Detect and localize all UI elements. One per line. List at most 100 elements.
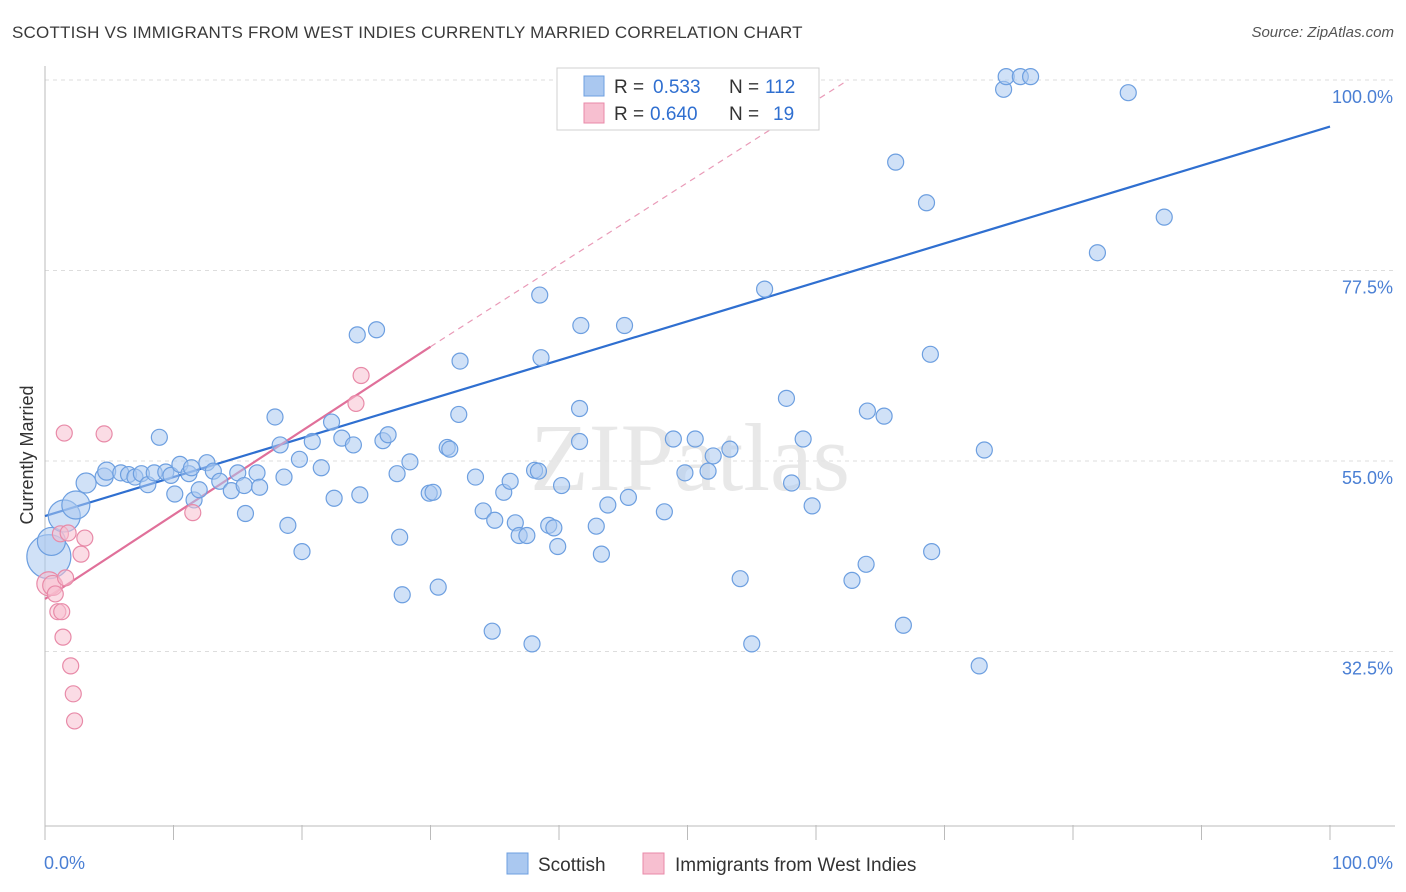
scottish-point	[587, 517, 605, 535]
scottish-point	[676, 464, 694, 482]
west-indies-point	[76, 529, 94, 547]
axes	[44, 66, 1395, 840]
west-indies-point	[62, 657, 80, 675]
y-tick-label: 100.0%	[1332, 87, 1393, 107]
scottish-point	[190, 481, 208, 499]
legend-swatch-scottish	[583, 75, 605, 97]
west-indies-point	[352, 366, 370, 385]
scottish-point	[599, 496, 617, 514]
scottish-point	[921, 345, 939, 363]
west-indies-point	[55, 424, 73, 442]
scottish-point	[279, 516, 297, 534]
scottish-point	[545, 519, 563, 537]
scottish-point	[549, 537, 567, 556]
scottish-point	[424, 483, 442, 501]
scottish-point	[312, 459, 330, 477]
scottish-point	[592, 545, 611, 563]
scottish-point	[429, 578, 447, 596]
scottish-point	[379, 426, 397, 444]
west-indies-point	[53, 603, 71, 621]
scottish-point	[250, 478, 269, 496]
legend-n-label-2: N =	[729, 104, 759, 125]
west-indies-point	[46, 585, 64, 603]
scottish-point	[755, 280, 774, 298]
scottish-point	[970, 657, 988, 675]
scottish-point	[803, 497, 821, 515]
scottish-point	[531, 286, 549, 304]
scottish-point	[393, 586, 411, 604]
legend-n-label-1: N =	[729, 77, 759, 98]
trend-lines	[44, 79, 1331, 600]
west-indies-point	[347, 394, 365, 413]
scottish-point	[235, 476, 253, 495]
y-axis-label: Currently Married	[17, 385, 37, 524]
scottish-point	[441, 440, 459, 458]
x-tick-label: 100.0%	[1332, 853, 1393, 873]
scottish-point	[699, 462, 717, 480]
scottish-point	[655, 503, 673, 521]
scottish-point	[523, 635, 541, 653]
legend-swatch-west-indies	[583, 102, 605, 124]
chart-title: SCOTTISH VS IMMIGRANTS FROM WEST INDIES …	[12, 23, 803, 42]
y-tick-label: 55.0%	[1342, 468, 1393, 488]
west-indies-point	[65, 712, 84, 730]
scottish-point	[1119, 84, 1137, 102]
scottish-point	[501, 472, 519, 490]
bottom-legend-swatch-scottish	[506, 852, 529, 875]
legend-r-value-1: 0.533	[653, 77, 701, 98]
scottish-point	[391, 528, 409, 546]
scottish-point	[61, 490, 91, 520]
scottish-point	[1155, 208, 1173, 226]
scottish-point	[451, 352, 469, 370]
scottish-point	[552, 476, 571, 495]
scottish-point	[236, 504, 255, 523]
legend-box: R = 0.533 N = 112 R = 0.640 N = 19	[556, 67, 820, 131]
west-indies-point	[95, 425, 113, 443]
scottish-point	[166, 485, 184, 503]
scottish-point	[777, 389, 796, 407]
west-indies-point	[56, 569, 75, 587]
scottish-point	[619, 488, 637, 507]
scottish-point	[325, 489, 343, 507]
bottom-legend-label-west-indies: Immigrants from West Indies	[675, 855, 916, 876]
bottom-legend: Scottish Immigrants from West Indies	[506, 852, 916, 876]
scottish-point	[483, 622, 501, 640]
scottish-point	[248, 464, 266, 482]
scottish-point	[782, 474, 801, 492]
west-indies-point	[59, 524, 77, 542]
y-tick-label: 32.5%	[1342, 659, 1393, 679]
bottom-legend-label-scottish: Scottish	[538, 855, 606, 876]
y-tick-label: 77.5%	[1342, 278, 1393, 298]
scottish-point	[367, 321, 386, 339]
legend-r-value-2: 0.640	[650, 104, 698, 125]
scottish-point	[271, 436, 289, 454]
scottish-point	[150, 428, 168, 446]
scottish-point	[917, 194, 936, 212]
scottish-point	[322, 413, 341, 431]
scottish-point	[75, 472, 97, 494]
x-tick-label: 0.0%	[44, 853, 85, 873]
scottish-point	[162, 466, 180, 484]
scottish-point	[704, 447, 722, 465]
west-indies-point	[64, 685, 82, 703]
scottish-point	[351, 486, 369, 504]
scottish-point	[344, 436, 362, 454]
watermark: ZIPatlas	[530, 404, 850, 511]
scottish-point	[182, 459, 201, 477]
scottish-point	[686, 430, 704, 448]
scottish-point	[887, 153, 905, 171]
source-label: Source: ZipAtlas.com	[1251, 24, 1394, 41]
scottish-point	[275, 468, 293, 486]
legend-r-label-1: R =	[614, 77, 644, 98]
scottish-point	[266, 408, 284, 426]
scottish-point	[486, 511, 504, 529]
scottish-point	[572, 316, 590, 335]
scottish-point	[664, 430, 682, 448]
scottish-point	[529, 462, 548, 480]
scottish-point	[532, 349, 550, 367]
west-indies-point	[54, 628, 72, 646]
legend-r-label-2: R =	[614, 104, 644, 125]
scottish-point	[721, 440, 739, 458]
scottish-point	[875, 407, 893, 425]
